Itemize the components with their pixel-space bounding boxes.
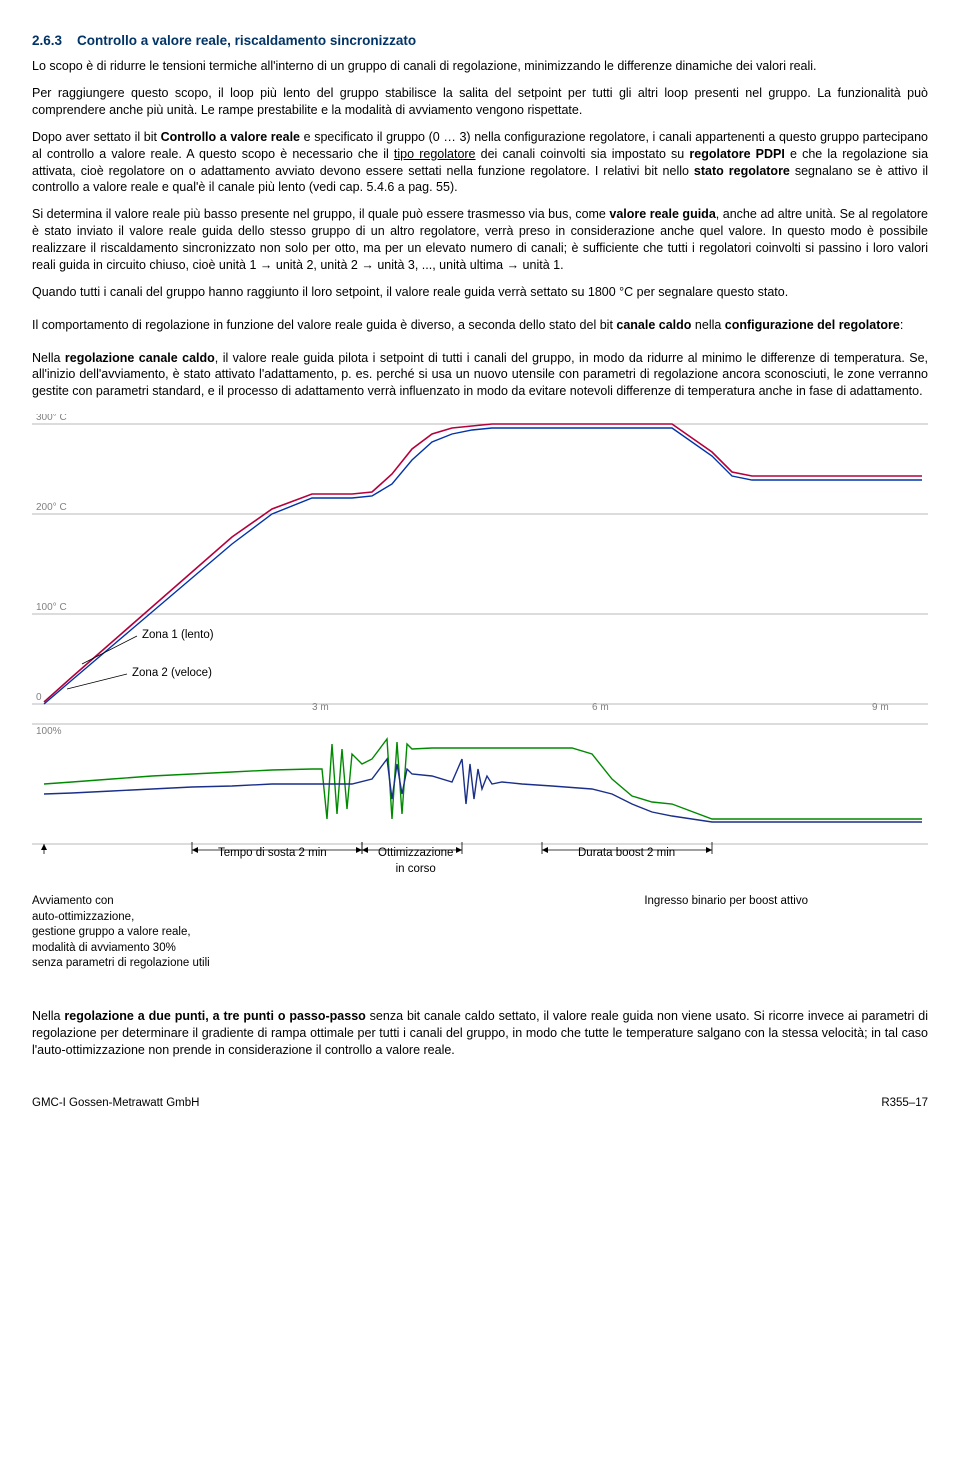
callout-zona1: Zona 1 (lento) bbox=[142, 628, 214, 644]
svg-text:9 m: 9 m bbox=[872, 702, 889, 713]
callout-tempo: Tempo di sosta 2 min bbox=[218, 846, 327, 862]
callout-ottim: Ottimizzazione in corso bbox=[378, 846, 453, 877]
callout-ingresso: Ingresso binario per boost attivo bbox=[644, 894, 808, 972]
svg-text:6 m: 6 m bbox=[592, 702, 609, 713]
svg-text:200° C: 200° C bbox=[36, 502, 67, 513]
callout-avviamento: Avviamento con auto-ottimizzazione, gest… bbox=[32, 894, 210, 972]
section-heading: 2.6.3 Controllo a valore reale, riscalda… bbox=[32, 32, 928, 50]
svg-text:0: 0 bbox=[36, 692, 42, 703]
svg-text:100%: 100% bbox=[36, 726, 62, 737]
footer-left: GMC-I Gossen-Metrawatt GmbH bbox=[32, 1096, 199, 1112]
callout-boost: Durata boost 2 min bbox=[578, 846, 675, 862]
paragraph: Per raggiungere questo scopo, il loop pi… bbox=[32, 85, 928, 119]
paragraph: Nella regolazione a due punti, a tre pun… bbox=[32, 1008, 928, 1059]
paragraph: Quando tutti i canali del gruppo hanno r… bbox=[32, 284, 928, 301]
section-number: 2.6.3 bbox=[32, 33, 62, 48]
paragraph: Il comportamento di regolazione in funzi… bbox=[32, 317, 928, 334]
callout-zona2: Zona 2 (veloce) bbox=[132, 666, 212, 682]
temperature-chart: 300° C 200° C 100° C 0 3 m 6 m 9 m 100% Zona 1 … bbox=[32, 414, 928, 854]
paragraph: Lo scopo è di ridurre le tensioni termic… bbox=[32, 58, 928, 75]
paragraph: Si determina il valore reale più basso p… bbox=[32, 206, 928, 274]
footer-right: R355–17 bbox=[881, 1096, 928, 1112]
svg-text:100° C: 100° C bbox=[36, 602, 67, 613]
paragraph: Nella regolazione canale caldo, il valor… bbox=[32, 350, 928, 401]
svg-text:3 m: 3 m bbox=[312, 702, 329, 713]
page-footer: GMC-I Gossen-Metrawatt GmbH R355–17 bbox=[32, 1096, 928, 1112]
paragraph: Dopo aver settato il bit Controllo a val… bbox=[32, 129, 928, 197]
section-title-text: Controllo a valore reale, riscaldamento … bbox=[77, 33, 416, 48]
svg-text:300° C: 300° C bbox=[36, 414, 67, 423]
